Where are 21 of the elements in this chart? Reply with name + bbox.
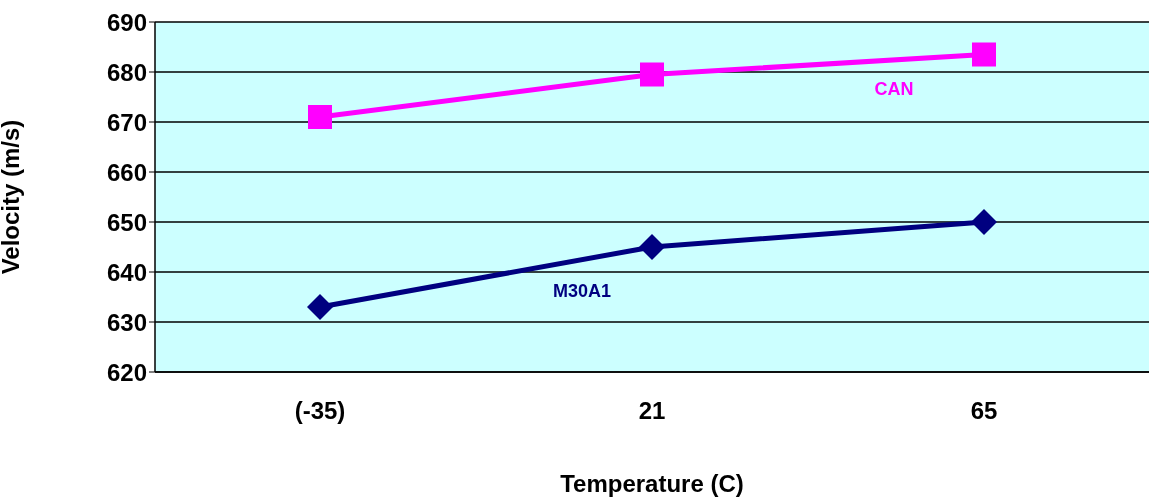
y-axis-title: Velocity (m/s)	[0, 119, 24, 275]
y-tick-label: 670	[106, 108, 147, 136]
x-tick-label: 21	[638, 397, 666, 425]
y-tick-label: 650	[106, 208, 147, 236]
x-tick-label: 65	[970, 397, 998, 425]
series-label: M30A1	[552, 281, 612, 301]
x-axis-title: Temperature (C)	[560, 470, 744, 497]
point	[640, 62, 664, 87]
point	[308, 105, 332, 129]
y-tick-label: 660	[106, 158, 147, 186]
x-tick-label: (-35)	[294, 397, 346, 425]
y-tick-label: 680	[106, 58, 147, 86]
point	[972, 42, 996, 67]
series-label: CAN	[874, 78, 914, 99]
y-tick-label: 640	[106, 258, 147, 286]
y-tick-label: 630	[106, 308, 147, 336]
y-tick-label: 690	[106, 8, 147, 36]
point	[971, 209, 997, 235]
point	[307, 294, 333, 320]
y-tick-label: 620	[106, 358, 147, 386]
point	[639, 234, 665, 260]
